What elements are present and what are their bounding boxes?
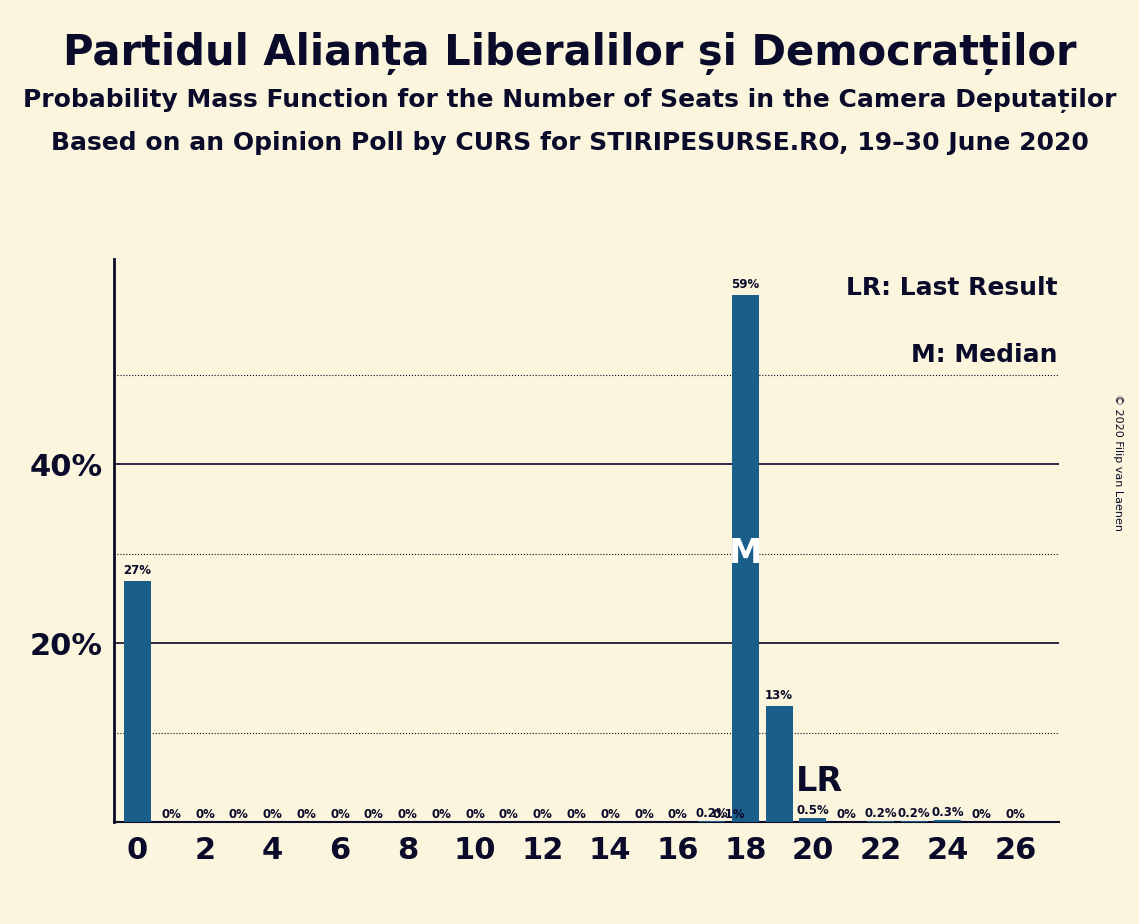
- Text: 0%: 0%: [398, 808, 418, 821]
- Text: © 2020 Filip van Laenen: © 2020 Filip van Laenen: [1114, 394, 1123, 530]
- Text: 59%: 59%: [731, 278, 760, 291]
- Text: 27%: 27%: [123, 565, 151, 578]
- Text: 0%: 0%: [499, 808, 519, 821]
- Text: 0%: 0%: [566, 808, 587, 821]
- Bar: [731, 295, 759, 822]
- Text: 0%: 0%: [364, 808, 384, 821]
- Text: 0.2%: 0.2%: [898, 807, 931, 820]
- Text: 0%: 0%: [533, 808, 552, 821]
- Text: 0%: 0%: [465, 808, 485, 821]
- Bar: [800, 818, 826, 822]
- Text: 0.5%: 0.5%: [796, 804, 829, 817]
- Text: Partidul Alianța Liberalilor și Democratților: Partidul Alianța Liberalilor și Democrat…: [63, 32, 1076, 76]
- Text: 0%: 0%: [195, 808, 215, 821]
- Text: 0%: 0%: [162, 808, 181, 821]
- Text: 0.3%: 0.3%: [932, 806, 965, 819]
- Text: M: Median: M: Median: [911, 344, 1057, 367]
- Text: 0%: 0%: [837, 808, 857, 821]
- Text: 0%: 0%: [432, 808, 451, 821]
- Text: 0.1%: 0.1%: [712, 808, 745, 821]
- Bar: [867, 821, 894, 822]
- Text: 0%: 0%: [330, 808, 350, 821]
- Bar: [765, 706, 793, 822]
- Bar: [124, 581, 151, 822]
- Text: 0%: 0%: [1006, 808, 1025, 821]
- Text: 0%: 0%: [600, 808, 620, 821]
- Text: 0%: 0%: [972, 808, 992, 821]
- Text: M: M: [729, 538, 762, 570]
- Text: Based on an Opinion Poll by CURS for STIRIPESURSE.RO, 19–30 June 2020: Based on an Opinion Poll by CURS for STI…: [50, 131, 1089, 155]
- Bar: [901, 821, 927, 822]
- Text: 0%: 0%: [296, 808, 317, 821]
- Bar: [934, 820, 961, 822]
- Bar: [698, 821, 726, 822]
- Text: 0%: 0%: [667, 808, 688, 821]
- Text: 13%: 13%: [765, 689, 793, 702]
- Text: 0%: 0%: [229, 808, 248, 821]
- Text: 0%: 0%: [634, 808, 654, 821]
- Text: LR: Last Result: LR: Last Result: [846, 275, 1057, 299]
- Text: 0.2%: 0.2%: [865, 807, 896, 820]
- Text: Probability Mass Function for the Number of Seats in the Camera Deputaților: Probability Mass Function for the Number…: [23, 88, 1116, 113]
- Text: 0%: 0%: [263, 808, 282, 821]
- Text: LR: LR: [796, 765, 843, 798]
- Text: 0.2%: 0.2%: [695, 807, 728, 820]
